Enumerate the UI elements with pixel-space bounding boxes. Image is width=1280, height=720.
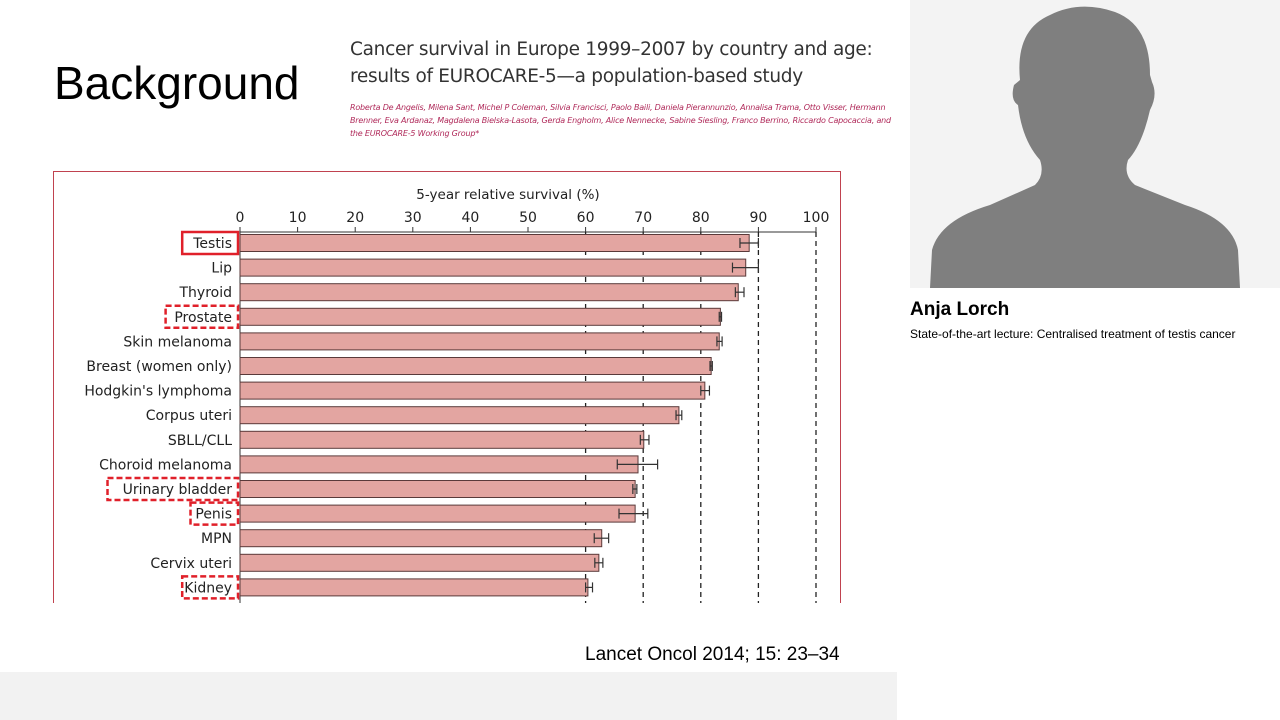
category-label: Prostate xyxy=(174,310,232,326)
bar xyxy=(239,406,680,425)
slide: Background Cancer survival in Europe 199… xyxy=(0,0,897,672)
highlight-box-dashed xyxy=(180,575,240,600)
bar xyxy=(239,234,750,252)
bar xyxy=(239,332,720,351)
slide-title: Background xyxy=(54,57,300,109)
speaker-panel: Anja Lorch State-of-the-art lecture: Cen… xyxy=(897,0,1280,720)
bar xyxy=(239,553,600,572)
category-label: Cervix uteri xyxy=(150,556,232,572)
category-label: Skin melanoma xyxy=(123,334,232,350)
category-label: Thyroid xyxy=(179,285,233,301)
chart-title: 5-year relative survival (%) xyxy=(416,187,599,203)
category-label: Corpus uteri xyxy=(146,408,232,424)
bar xyxy=(239,357,712,375)
bar xyxy=(239,430,645,449)
speaker-talk-title: State-of-the-art lecture: Centralised tr… xyxy=(910,327,1236,341)
survival-bar-chart: 5-year relative survival (%) 0 10 20 30 40 50 6… xyxy=(84,187,830,603)
category-label: Penis xyxy=(195,507,232,523)
bar xyxy=(239,381,706,400)
category-label: Lip xyxy=(211,261,232,277)
paper-title-line-1: Cancer survival in Europe 1999–2007 by c… xyxy=(350,39,873,60)
person-silhouette-icon xyxy=(930,6,1240,289)
x-tick-label: 30 xyxy=(404,210,422,226)
bar xyxy=(239,283,739,302)
category-label: Kidney xyxy=(184,580,232,596)
highlight-box-dashed xyxy=(189,501,240,526)
x-tick-label: 40 xyxy=(461,210,479,226)
x-tick-label: 70 xyxy=(634,210,652,226)
x-tick-label: 100 xyxy=(803,210,830,226)
bar xyxy=(239,504,636,523)
highlight-box-dashed xyxy=(164,304,240,330)
x-tick-label: 0 xyxy=(236,210,245,226)
chart-frame: 5-year relative survival (%) 0 10 20 30 40 50 6… xyxy=(53,171,841,603)
citation: Lancet Oncol 2014; 15: 23–34 xyxy=(585,644,840,665)
bar xyxy=(239,480,636,498)
paper-title: Cancer survival in Europe 1999–2007 by c… xyxy=(350,36,873,90)
x-tick-label: 80 xyxy=(692,210,710,226)
category-label: Hodgkin's lymphoma xyxy=(84,384,232,400)
x-tick-label: 90 xyxy=(749,210,767,226)
bar xyxy=(239,529,603,548)
bar xyxy=(239,578,589,597)
category-label: SBLL/CLL xyxy=(168,433,232,449)
bar xyxy=(239,455,639,474)
highlight-box-solid xyxy=(180,230,240,256)
paper-authors: Roberta De Angelis, Milena Sant, Michel … xyxy=(350,103,891,138)
speaker-video xyxy=(910,0,1280,289)
paper-title-line-2: results of EUROCARE-5—a population-based… xyxy=(350,66,803,87)
x-tick-label: 10 xyxy=(289,210,307,226)
speaker-name: Anja Lorch xyxy=(910,299,1010,320)
x-tick-label: 60 xyxy=(577,210,595,226)
x-tick-label: 20 xyxy=(346,210,364,226)
bar xyxy=(239,258,747,277)
bar xyxy=(239,307,721,326)
category-label: MPN xyxy=(201,531,232,547)
highlight-box-dashed xyxy=(106,476,240,502)
category-label: Choroid melanoma xyxy=(99,457,232,473)
category-label: Urinary bladder xyxy=(123,482,233,498)
category-label: Breast (women only) xyxy=(86,359,232,375)
x-tick-label: 50 xyxy=(519,210,537,226)
category-label: Testis xyxy=(192,236,232,252)
